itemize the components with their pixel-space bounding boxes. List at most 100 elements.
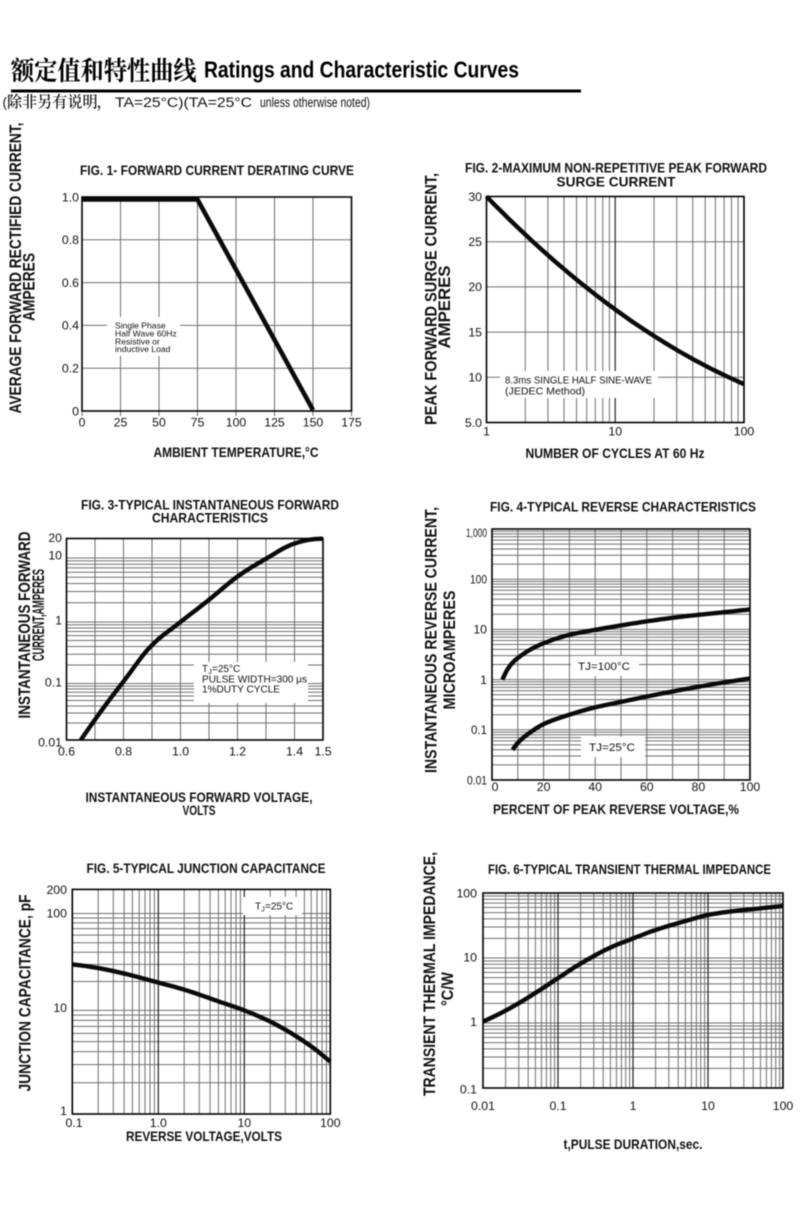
svg-text:0: 0 (72, 404, 79, 418)
svg-text:1: 1 (483, 425, 490, 439)
svg-text:40: 40 (588, 780, 602, 794)
svg-text:20: 20 (468, 280, 482, 294)
svg-text:80: 80 (692, 780, 706, 794)
svg-text:10: 10 (463, 951, 477, 965)
svg-text:5.0: 5.0 (465, 416, 482, 430)
svg-text:200: 200 (46, 883, 67, 897)
svg-text:AMBIENT TEMPERATURE,°C: AMBIENT TEMPERATURE,°C (154, 444, 319, 460)
svg-text:10: 10 (468, 371, 482, 385)
svg-text:TJ=25°C: TJ=25°C (589, 742, 635, 754)
svg-text:PEAK FORWARD SURGE CURRENT,: PEAK FORWARD SURGE CURRENT, (423, 173, 441, 425)
svg-text:15: 15 (468, 325, 482, 339)
svg-text:1.4: 1.4 (286, 745, 303, 759)
svg-text:Half Wave 60Hz: Half Wave 60Hz (115, 328, 177, 338)
svg-text:CURRENT,AMPERES: CURRENT,AMPERES (30, 569, 48, 661)
svg-text:t,PULSE DURATION,sec.: t,PULSE DURATION,sec. (564, 1136, 703, 1152)
svg-text:100: 100 (470, 573, 487, 587)
svg-text:FIG. 6-TYPICAL TRANSIENT THERM: FIG. 6-TYPICAL TRANSIENT THERMAL IMPEDAN… (488, 861, 771, 877)
svg-text:TRANSIENT THERMAL IMPEDANCE,: TRANSIENT THERMAL IMPEDANCE, (421, 852, 439, 1096)
svg-text:8.3ms SINGLE HALF SINE-WAVE: 8.3ms SINGLE HALF SINE-WAVE (505, 376, 652, 387)
svg-text:10: 10 (53, 1001, 67, 1015)
svg-text:1.0: 1.0 (150, 1116, 167, 1130)
svg-text:1.5: 1.5 (314, 745, 331, 759)
svg-text:AVERAGE FORWARD RECTIFIED CURR: AVERAGE FORWARD RECTIFIED CURRENT, (7, 123, 25, 414)
svg-text:100: 100 (46, 907, 67, 921)
svg-text:PULSE WIDTH=300 μs: PULSE WIDTH=300 μs (202, 675, 307, 686)
svg-text:Resistive or: Resistive or (115, 336, 160, 346)
svg-text:100: 100 (740, 780, 761, 794)
svg-text:10: 10 (473, 623, 487, 637)
svg-text:FIG. 5-TYPICAL JUNCTION CAPACI: FIG. 5-TYPICAL JUNCTION CAPACITANCE (87, 860, 326, 876)
svg-text:TA=25°C)(TA=25°C: TA=25°C)(TA=25°C (115, 95, 252, 110)
svg-text:J: J (208, 669, 212, 676)
svg-text:10: 10 (237, 1116, 251, 1130)
svg-text:0.01: 0.01 (471, 1099, 495, 1113)
svg-text:PERCENT OF PEAK REVERSE VOLTAG: PERCENT OF PEAK REVERSE VOLTAGE,% (493, 801, 739, 817)
svg-text:125: 125 (264, 416, 285, 430)
svg-text:INSTANTANEOUS FORWARD: INSTANTANEOUS FORWARD (16, 531, 34, 718)
svg-text:unless otherwise noted): unless otherwise noted) (260, 95, 370, 110)
svg-text:T: T (202, 664, 208, 675)
svg-text:25: 25 (114, 416, 128, 430)
svg-text:30: 30 (468, 190, 482, 204)
svg-text:T: T (255, 902, 261, 913)
svg-text:0.1: 0.1 (65, 1116, 82, 1130)
svg-text:REVERSE VOLTAGE,VOLTS: REVERSE VOLTAGE,VOLTS (126, 1128, 282, 1144)
svg-text:1%DUTY CYCLE: 1%DUTY CYCLE (202, 685, 280, 696)
svg-text:10: 10 (48, 549, 62, 563)
svg-text:0.6: 0.6 (58, 745, 75, 759)
svg-text:0.2: 0.2 (62, 362, 79, 376)
svg-text:60: 60 (640, 780, 654, 794)
svg-text:0.1: 0.1 (460, 1083, 477, 1097)
svg-text:0.1: 0.1 (45, 675, 62, 689)
svg-text:0: 0 (492, 780, 499, 794)
svg-text:AMPERES: AMPERES (436, 265, 454, 348)
svg-text:(JEDEC Method): (JEDEC Method) (505, 387, 585, 398)
svg-text:JUNCTION CAPACITANCE, pF: JUNCTION CAPACITANCE, pF (17, 894, 35, 1091)
svg-text:J: J (261, 907, 265, 914)
svg-text:CHARACTERISTICS: CHARACTERISTICS (152, 510, 268, 526)
svg-text:25: 25 (468, 235, 482, 249)
svg-text:0.6: 0.6 (62, 276, 79, 290)
svg-text:0: 0 (79, 416, 86, 430)
svg-text:0.01: 0.01 (38, 735, 62, 749)
svg-text:1,000: 1,000 (466, 526, 487, 540)
svg-text:SURGE CURRENT: SURGE CURRENT (557, 174, 676, 190)
svg-text:50: 50 (152, 416, 166, 430)
svg-text:NUMBER OF CYCLES AT 60 Hz: NUMBER OF CYCLES AT 60 Hz (526, 445, 705, 461)
svg-text:1: 1 (480, 673, 487, 687)
svg-text:TJ=100°C: TJ=100°C (578, 661, 630, 673)
svg-text:0.1: 0.1 (471, 723, 487, 737)
svg-text:20: 20 (48, 531, 62, 545)
svg-text:1.0: 1.0 (172, 745, 189, 759)
svg-text:150: 150 (303, 416, 324, 430)
svg-text:100: 100 (226, 416, 247, 430)
svg-text:inductive Load: inductive Load (115, 344, 171, 354)
svg-text:Single Phase: Single Phase (115, 321, 166, 331)
svg-text:100: 100 (734, 425, 755, 439)
svg-text:INSTANTANEOUS REVERSE CURRENT,: INSTANTANEOUS REVERSE CURRENT, (423, 507, 441, 773)
svg-text:100: 100 (456, 887, 477, 901)
svg-text:1.0: 1.0 (62, 190, 79, 204)
svg-text:0.8: 0.8 (115, 745, 132, 759)
svg-text:100: 100 (320, 1116, 341, 1130)
svg-text:(: ( (3, 95, 8, 110)
svg-text:10: 10 (608, 425, 622, 439)
svg-text:=25°C: =25°C (265, 902, 293, 913)
svg-text:°C/W: °C/W (439, 971, 457, 1006)
svg-text:0.01: 0.01 (467, 773, 487, 787)
svg-text:MICROAMPERES: MICROAMPERES (441, 590, 459, 709)
svg-text:1: 1 (470, 1015, 477, 1029)
svg-text:INSTANTANEOUS FORWARD VOLTAGE,: INSTANTANEOUS FORWARD VOLTAGE, (86, 789, 313, 805)
svg-text:175: 175 (341, 416, 362, 430)
svg-text:0.1: 0.1 (549, 1099, 566, 1113)
svg-text:0.8: 0.8 (62, 233, 79, 247)
svg-text:1: 1 (55, 613, 62, 627)
svg-text:1.2: 1.2 (229, 745, 246, 759)
svg-text:FIG. 2-MAXIMUM NON-REPETITIVE: FIG. 2-MAXIMUM NON-REPETITIVE PEAK FORWA… (465, 160, 767, 176)
svg-text:20: 20 (537, 780, 551, 794)
svg-text:0.4: 0.4 (62, 319, 79, 333)
svg-text:100: 100 (773, 1099, 794, 1113)
svg-text:1: 1 (60, 1104, 67, 1118)
svg-text:FIG. 4-TYPICAL REVERSE CHARACT: FIG. 4-TYPICAL REVERSE CHARACTERISTICS (490, 499, 756, 515)
